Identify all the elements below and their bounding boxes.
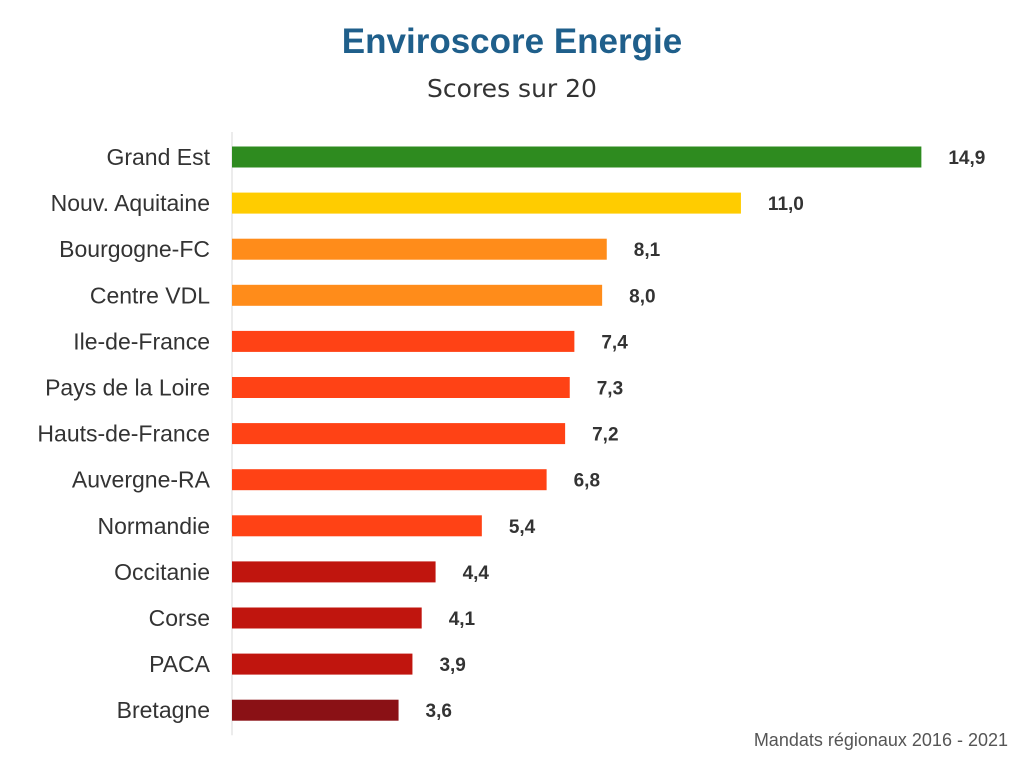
category-label: Corse <box>149 605 210 631</box>
bar <box>232 699 399 721</box>
bar <box>232 561 436 583</box>
category-label: Occitanie <box>114 559 210 585</box>
value-label: 3,6 <box>426 701 452 722</box>
value-label: 11,0 <box>768 194 804 215</box>
value-label: 4,1 <box>449 609 476 630</box>
category-label: Bourgogne-FC <box>59 236 210 262</box>
value-label: 3,9 <box>439 655 465 676</box>
value-label: 7,4 <box>601 332 628 353</box>
value-label: 5,4 <box>509 517 536 538</box>
footnote: Mandats régionaux 2016 - 2021 <box>753 730 1008 750</box>
category-label: Hauts-de-France <box>37 421 210 447</box>
bar <box>232 284 603 306</box>
value-label: 7,2 <box>592 425 618 446</box>
value-label: 4,4 <box>463 563 490 584</box>
bar <box>232 192 741 214</box>
value-label: 8,0 <box>629 286 655 307</box>
bar <box>232 469 547 491</box>
bar <box>232 607 422 629</box>
category-label: Centre VDL <box>90 282 210 308</box>
bar <box>232 238 607 260</box>
chart-subtitle: Scores sur 20 <box>427 74 597 103</box>
value-label: 8,1 <box>634 240 661 261</box>
bar <box>232 423 566 445</box>
category-label: Bretagne <box>117 697 210 723</box>
bar <box>232 377 570 398</box>
value-label: 7,3 <box>597 379 623 400</box>
bars-group: Grand Est 14,9 Nouv. Aquitaine 11,0 Bourgogn… <box>37 144 985 723</box>
category-label: Grand Est <box>106 144 210 170</box>
value-label: 14,9 <box>948 148 985 169</box>
chart-title: Enviroscore Energie <box>341 22 683 61</box>
category-label: Nouv. Aquitaine <box>51 190 210 216</box>
category-label: Ile-de-France <box>73 328 210 354</box>
category-label: Normandie <box>98 513 211 539</box>
bar <box>232 146 922 168</box>
category-label: PACA <box>149 651 211 677</box>
category-label: Auvergne-RA <box>72 467 211 493</box>
bar <box>232 330 575 352</box>
bar <box>232 653 413 675</box>
category-label: Pays de la Loire <box>45 375 210 401</box>
value-label: 6,8 <box>574 471 600 492</box>
bar <box>232 515 482 537</box>
